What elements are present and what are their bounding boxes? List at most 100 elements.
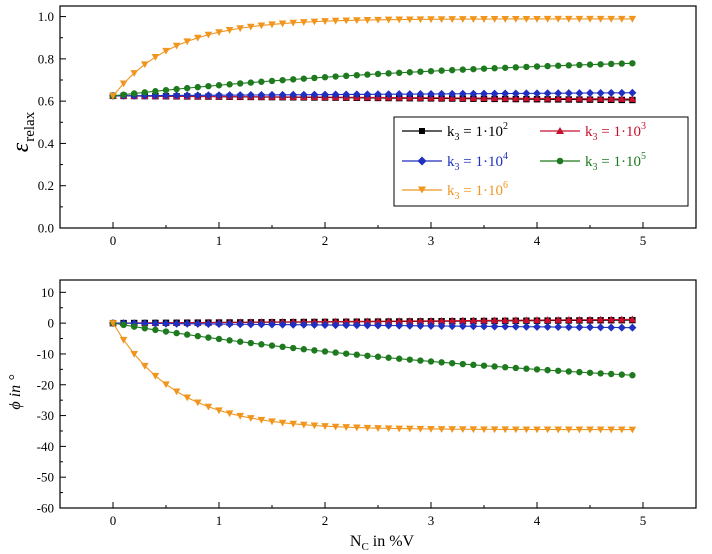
top-data-point	[459, 66, 466, 73]
top-data-point	[469, 89, 478, 98]
bottom-data-point	[437, 322, 446, 331]
bottom-data-point	[416, 321, 425, 330]
bottom-data-point	[416, 425, 425, 433]
bottom-data-point	[512, 316, 520, 324]
bottom-data-point	[268, 320, 276, 329]
bottom-data-point	[278, 320, 287, 329]
bottom-data-point	[353, 317, 361, 325]
top-data-point	[586, 61, 594, 68]
top-data-point	[321, 74, 329, 81]
legend-entry-k3-1e2: k3 = 1·102	[402, 121, 508, 143]
top-data-point	[236, 25, 244, 33]
top-data-point	[554, 15, 562, 23]
top-data-point	[480, 16, 488, 23]
top-series-k3-1-10-4	[109, 88, 637, 100]
top-data-point	[416, 16, 425, 24]
bottom-data-point	[321, 320, 329, 329]
top-data-point	[310, 18, 319, 26]
bottom-data-point	[459, 316, 467, 324]
top-data-point	[438, 67, 445, 74]
top-data-point	[183, 91, 192, 100]
bottom-data-point	[543, 426, 552, 434]
top-data-point	[225, 91, 234, 100]
bottom-data-point	[300, 346, 307, 353]
legend-entry-k3-1e3: k3 = 1·103	[540, 121, 646, 143]
top-data-point	[278, 20, 287, 28]
top-data-point	[152, 88, 159, 95]
top-data-point	[374, 90, 382, 99]
top-x-tick-label: 5	[640, 233, 647, 248]
bottom-data-point	[523, 365, 530, 372]
bottom-data-point	[119, 336, 128, 344]
bottom-data-point	[533, 322, 541, 331]
top-y-axis-title: εrelax	[8, 111, 38, 152]
top-data-point	[555, 62, 562, 69]
bottom-data-point	[342, 321, 351, 330]
top-chart-panel: 0 1 2 3 4 5 0.0 0.2 0.4 0.6 0.8 1.0 εrelax k3 = 1·1…	[8, 5, 697, 248]
legend: k3 = 1·102 k3 = 1·103 k3 = 1·104 k3 = 1·…	[393, 116, 689, 207]
bottom-data-point	[246, 320, 255, 329]
bottom-data-point	[140, 319, 149, 328]
bottom-x-tick-label: 4	[534, 513, 541, 528]
top-data-point	[437, 16, 446, 24]
bottom-data-point	[310, 320, 319, 329]
top-data-point	[629, 60, 636, 67]
bottom-data-point	[576, 368, 583, 376]
bottom-data-point	[555, 367, 562, 374]
legend-marker-k3-1e5	[556, 157, 564, 165]
bottom-y-tick-label: -10	[37, 346, 54, 361]
top-data-point	[565, 15, 573, 23]
top-data-point	[511, 89, 520, 98]
top-data-point	[130, 70, 138, 77]
bottom-data-point	[628, 315, 637, 323]
bottom-data-point	[490, 426, 499, 434]
bottom-series-group	[109, 315, 637, 434]
bottom-data-point	[501, 426, 509, 434]
top-data-point	[364, 71, 371, 78]
bottom-data-point	[363, 424, 372, 432]
bottom-y-tick-label: -60	[37, 501, 54, 516]
top-data-point	[437, 89, 446, 98]
bottom-data-point	[247, 415, 255, 422]
bottom-data-point	[289, 420, 297, 428]
top-data-point	[353, 72, 360, 79]
bottom-data-point	[193, 319, 202, 328]
bottom-data-point	[607, 426, 615, 434]
top-data-point	[586, 89, 594, 98]
top-data-point	[512, 94, 520, 102]
top-data-point	[427, 89, 435, 98]
bottom-data-point	[215, 320, 223, 329]
bottom-data-point	[596, 323, 605, 332]
bottom-data-point	[565, 368, 572, 375]
bottom-series-k3-1-10-4	[109, 319, 637, 332]
top-y-tick-label: 0.4	[38, 136, 55, 151]
top-series-line	[112, 18, 633, 97]
top-data-point	[258, 78, 265, 85]
bottom-data-point	[607, 315, 615, 323]
bottom-x-axis-title: NC in %V	[350, 533, 415, 553]
top-data-point	[300, 75, 307, 82]
top-data-point	[522, 15, 531, 23]
bottom-data-point	[607, 323, 616, 332]
bottom-data-point	[184, 331, 191, 338]
legend-entry-k3-1e6: k3 = 1·106	[402, 180, 508, 202]
bottom-data-point	[311, 347, 318, 354]
bottom-data-point	[427, 358, 435, 365]
bottom-data-point	[565, 426, 573, 434]
top-data-point	[449, 66, 456, 74]
top-data-point	[458, 89, 467, 98]
bottom-data-point	[480, 316, 488, 324]
top-data-point	[533, 63, 541, 70]
top-data-point	[193, 91, 202, 100]
bottom-data-point	[172, 388, 181, 396]
bottom-data-point	[596, 426, 605, 434]
top-y-tick-label: 0.8	[38, 51, 54, 66]
bottom-data-point	[364, 352, 371, 359]
bottom-y-tick-label: -20	[37, 377, 54, 392]
bottom-data-point	[194, 332, 201, 340]
bottom-data-point	[237, 338, 244, 345]
bottom-data-point	[279, 343, 286, 351]
legend-label-k3-1e6: k3 = 1·106	[447, 180, 508, 202]
bottom-data-point	[162, 381, 170, 389]
top-data-point	[523, 63, 530, 71]
